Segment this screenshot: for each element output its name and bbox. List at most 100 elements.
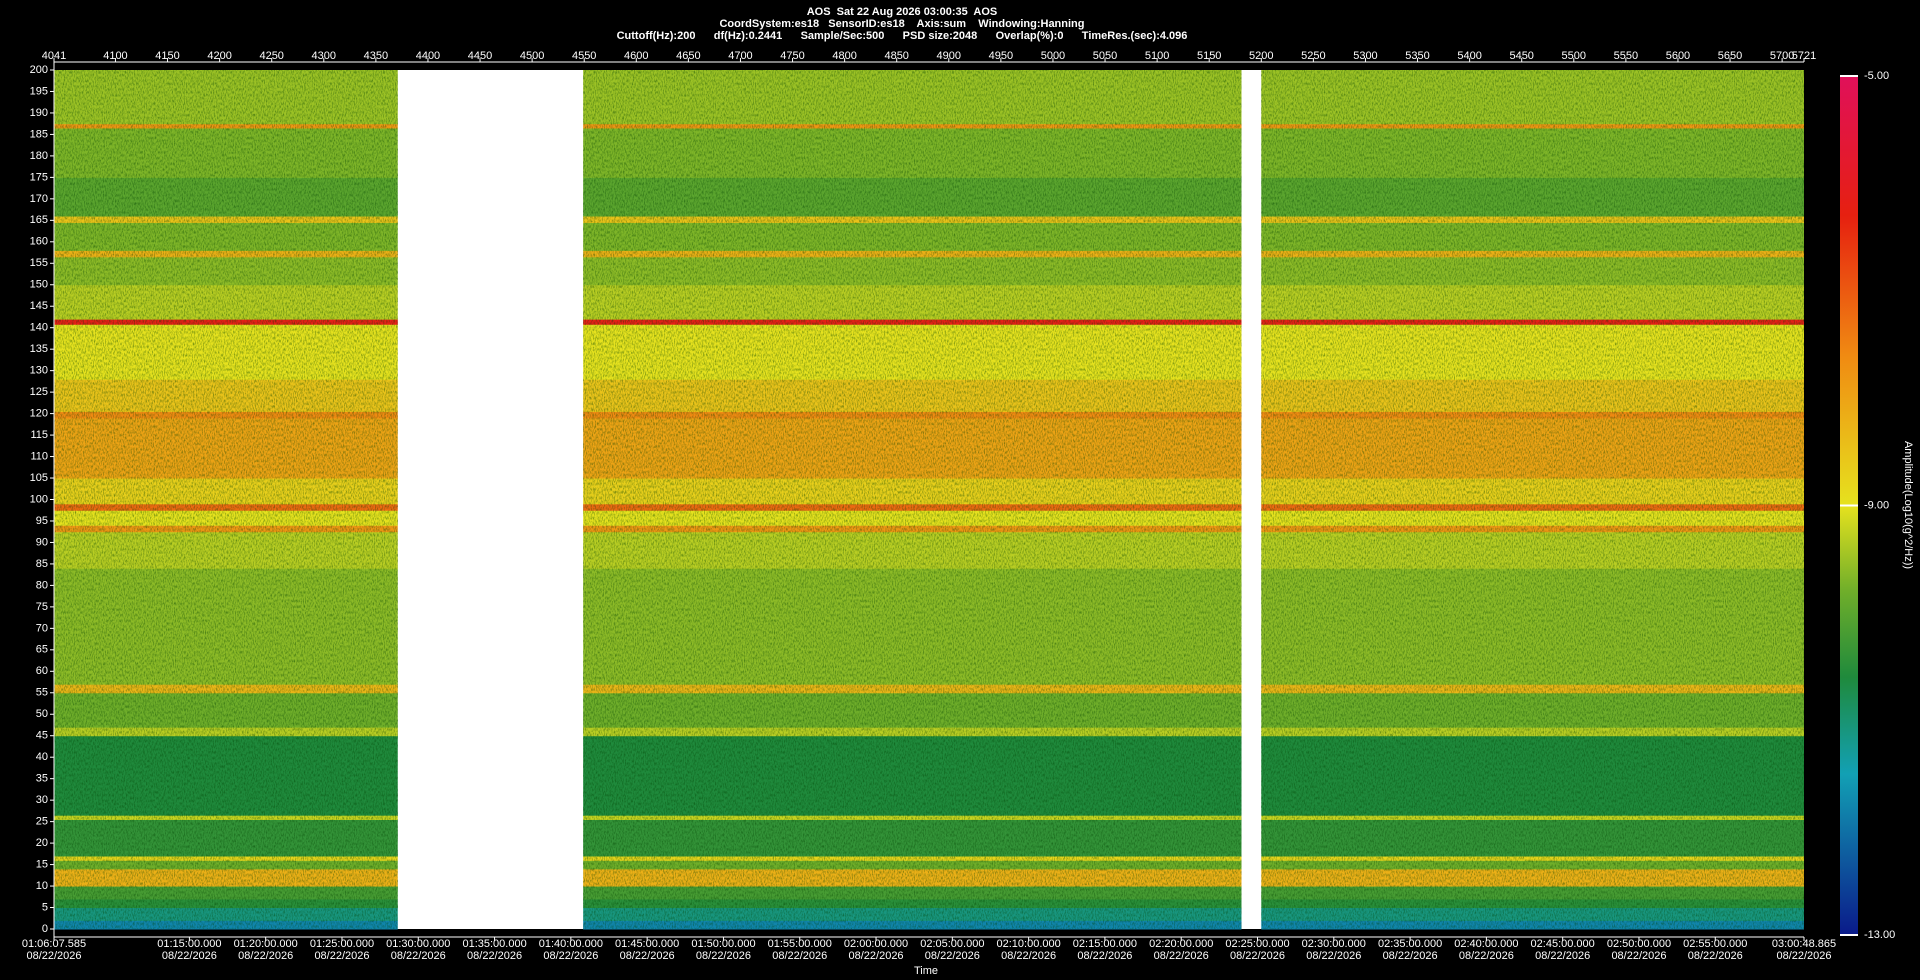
y-tick-label: 200 xyxy=(30,64,48,76)
y-tick-label: 65 xyxy=(36,644,48,656)
x-tick-label: 4150 xyxy=(155,50,179,62)
x-tick-label: 4100 xyxy=(103,50,127,62)
time-tick-date: 08/22/2026 xyxy=(1230,950,1285,962)
x-tick-label: 4500 xyxy=(520,50,544,62)
y-tick-label: 30 xyxy=(36,794,48,806)
y-tick-label: 140 xyxy=(30,322,48,334)
time-tick-label: 02:40:00.000 xyxy=(1454,938,1518,950)
time-tick-label: 02:50:00.000 xyxy=(1607,938,1671,950)
time-tick-date: 08/22/2026 xyxy=(1688,950,1743,962)
time-tick-label: 02:35:00.000 xyxy=(1378,938,1442,950)
colorbar-tick-label: -9.00 xyxy=(1864,499,1889,511)
x-tick-label: 5250 xyxy=(1301,50,1325,62)
x-tick-label: 4550 xyxy=(572,50,596,62)
time-tick-date: 08/22/2026 xyxy=(238,950,293,962)
time-tick-label: 01:20:00.000 xyxy=(234,938,298,950)
time-tick-label: 02:45:00.000 xyxy=(1531,938,1595,950)
x-tick-label: 4800 xyxy=(832,50,856,62)
time-tick-label: 01:45:00.000 xyxy=(615,938,679,950)
time-tick-date: 08/22/2026 xyxy=(1535,950,1590,962)
y-tick-label: 20 xyxy=(36,837,48,849)
colorbar-title: Amplitude(Log10(g^2/Hz)) xyxy=(1902,441,1914,569)
time-tick-date: 08/22/2026 xyxy=(925,950,980,962)
x-tick-label: 5400 xyxy=(1457,50,1481,62)
time-tick-date: 08/22/2026 xyxy=(162,950,217,962)
time-tick-date: 08/22/2026 xyxy=(1306,950,1361,962)
x-tick-label: 4450 xyxy=(468,50,492,62)
time-tick-label: 02:20:00.000 xyxy=(1149,938,1213,950)
time-tick-date: 08/22/2026 xyxy=(1459,950,1514,962)
time-tick-label: 01:35:00.000 xyxy=(462,938,526,950)
y-tick-label: 135 xyxy=(30,343,48,355)
y-tick-label: 180 xyxy=(30,150,48,162)
time-tick-label: 01:55:00.000 xyxy=(768,938,832,950)
time-tick-label: 02:00:00.000 xyxy=(844,938,908,950)
time-tick-date: 08/22/2026 xyxy=(26,950,81,962)
time-tick-label: 02:55:00.000 xyxy=(1683,938,1747,950)
y-tick-label: 50 xyxy=(36,708,48,720)
y-tick-label: 110 xyxy=(30,450,48,462)
time-tick-date: 08/22/2026 xyxy=(1001,950,1056,962)
x-tick-label: 5450 xyxy=(1509,50,1533,62)
x-tick-label: 4900 xyxy=(937,50,961,62)
x-tick-label: 5300 xyxy=(1353,50,1377,62)
time-tick-date: 08/22/2026 xyxy=(849,950,904,962)
time-tick-label: 02:10:00.000 xyxy=(997,938,1061,950)
y-tick-label: 55 xyxy=(36,687,48,699)
x-tick-label: 4850 xyxy=(884,50,908,62)
y-tick-label: 175 xyxy=(30,171,48,183)
x-tick-label: 4300 xyxy=(312,50,336,62)
x-tick-label: 5500 xyxy=(1562,50,1586,62)
y-tick-label: 160 xyxy=(30,236,48,248)
y-tick-label: 170 xyxy=(30,193,48,205)
x-tick-label: 4400 xyxy=(416,50,440,62)
x-tick-label: 5650 xyxy=(1718,50,1742,62)
x-tick-label: 5100 xyxy=(1145,50,1169,62)
x-tick-label: 4650 xyxy=(676,50,700,62)
x-tick-label: 5000 xyxy=(1041,50,1065,62)
x-tick-label: 4350 xyxy=(364,50,388,62)
x-tick-label: 4750 xyxy=(780,50,804,62)
y-tick-label: 25 xyxy=(36,816,48,828)
time-tick-date: 08/22/2026 xyxy=(1077,950,1132,962)
texture xyxy=(1261,70,1804,929)
time-tick-date: 08/22/2026 xyxy=(391,950,446,962)
x-axis-title: Time xyxy=(914,965,938,977)
y-tick-label: 120 xyxy=(30,408,48,420)
x-tick-label: 5700 xyxy=(1770,50,1794,62)
title: AOS Sat 22 Aug 2026 03:00:35 AOS xyxy=(807,6,998,18)
texture xyxy=(583,70,1242,929)
time-tick-date: 08/22/2026 xyxy=(543,950,598,962)
x-tick-label: 5350 xyxy=(1405,50,1429,62)
time-tick-date: 08/22/2026 xyxy=(1154,950,1209,962)
time-tick-label: 01:25:00.000 xyxy=(310,938,374,950)
x-tick-label: 5600 xyxy=(1666,50,1690,62)
x-tick-label: 5200 xyxy=(1249,50,1273,62)
y-tick-label: 115 xyxy=(30,429,48,441)
time-tick-label: 02:25:00.000 xyxy=(1225,938,1289,950)
y-tick-label: 75 xyxy=(36,601,48,613)
time-tick-date: 08/22/2026 xyxy=(1611,950,1666,962)
colorbar-tick-label: -5.00 xyxy=(1864,70,1889,82)
y-tick-label: 145 xyxy=(30,300,48,312)
y-tick-label: 105 xyxy=(30,472,48,484)
y-tick-label: 80 xyxy=(36,579,48,591)
time-tick-date: 08/22/2026 xyxy=(1383,950,1438,962)
y-tick-label: 165 xyxy=(30,214,48,226)
x-tick-label: 4041 xyxy=(42,50,66,62)
y-tick-label: 185 xyxy=(30,128,48,140)
y-tick-label: 40 xyxy=(36,751,48,763)
subtitle: CoordSystem:es18 SensorID:es18 Axis:sum … xyxy=(719,18,1084,30)
time-tick-label: 02:15:00.000 xyxy=(1073,938,1137,950)
y-tick-label: 100 xyxy=(30,493,48,505)
time-tick-date: 08/22/2026 xyxy=(620,950,675,962)
x-tick-label: 5721 xyxy=(1792,50,1816,62)
x-tick-label: 4950 xyxy=(989,50,1013,62)
y-tick-label: 150 xyxy=(30,279,48,291)
time-tick-date: 08/22/2026 xyxy=(467,950,522,962)
texture xyxy=(54,70,398,929)
y-tick-label: 35 xyxy=(36,773,48,785)
y-tick-label: 195 xyxy=(30,85,48,97)
colorbar-tick-label: -13.00 xyxy=(1864,929,1895,941)
